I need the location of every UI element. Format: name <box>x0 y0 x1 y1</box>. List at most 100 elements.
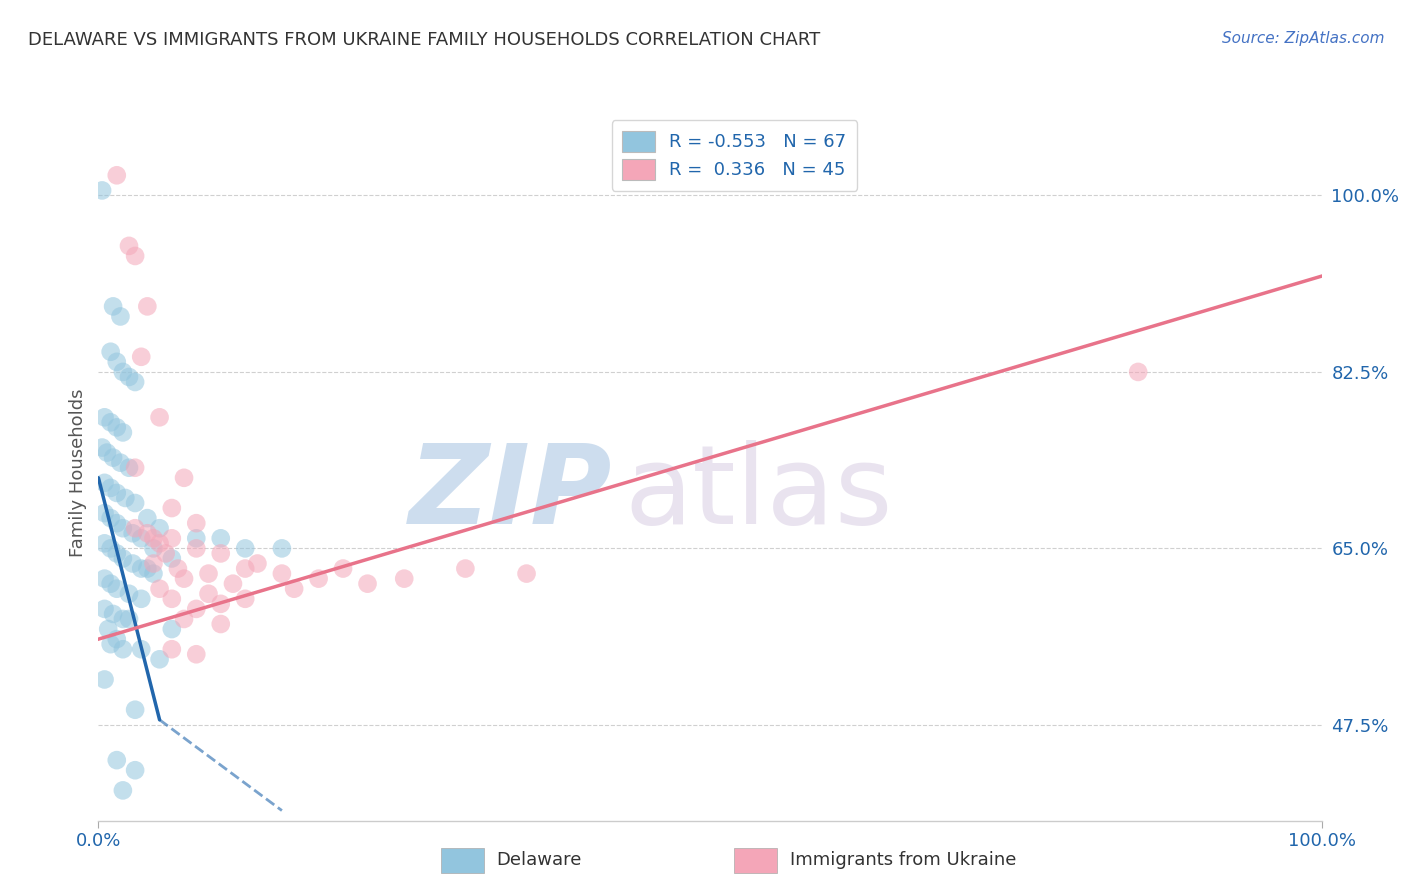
Point <box>129 561 152 575</box>
Point <box>105 169 128 183</box>
Point <box>105 355 128 369</box>
Point <box>118 612 141 626</box>
Point <box>105 753 128 767</box>
Point <box>105 582 128 596</box>
Point <box>91 183 114 197</box>
Point <box>111 612 134 626</box>
Point <box>160 551 183 566</box>
Point <box>149 582 172 596</box>
Point <box>101 299 124 313</box>
Point <box>173 572 195 586</box>
Point <box>233 561 256 575</box>
Point <box>392 572 416 586</box>
Point <box>121 557 143 571</box>
Point <box>93 475 115 490</box>
Point <box>136 526 159 541</box>
Point <box>209 546 232 560</box>
Point <box>101 450 124 465</box>
Text: Source: ZipAtlas.com: Source: ZipAtlas.com <box>1222 31 1385 46</box>
Point <box>186 602 208 616</box>
Point <box>105 516 128 531</box>
Point <box>93 673 115 687</box>
Point <box>149 410 172 425</box>
Point <box>356 576 378 591</box>
Point <box>118 239 141 253</box>
Point <box>91 441 114 455</box>
Point <box>136 299 159 313</box>
Point <box>142 541 165 556</box>
Y-axis label: Family Households: Family Households <box>69 389 87 557</box>
Point <box>209 531 232 545</box>
Point <box>160 622 183 636</box>
Point <box>111 551 134 566</box>
Point <box>197 587 219 601</box>
Bar <box>734 848 778 872</box>
Point <box>332 561 354 575</box>
Point <box>124 460 146 475</box>
Point <box>308 572 330 586</box>
Point <box>100 541 122 556</box>
Point <box>111 642 134 657</box>
Point <box>100 637 122 651</box>
Point <box>105 546 128 560</box>
Point <box>149 652 172 666</box>
Point <box>173 612 195 626</box>
Point <box>118 587 141 601</box>
Point <box>270 541 294 556</box>
Point <box>93 602 115 616</box>
Point <box>516 566 538 581</box>
Text: ZIP: ZIP <box>409 440 612 547</box>
Point <box>186 516 208 531</box>
Point <box>100 511 122 525</box>
Point <box>149 521 172 535</box>
Point <box>111 783 134 797</box>
Point <box>160 642 183 657</box>
Point <box>129 531 152 545</box>
Point <box>167 561 190 575</box>
Point <box>124 763 146 777</box>
Point <box>186 541 208 556</box>
Point <box>283 582 305 596</box>
Point <box>110 310 132 324</box>
Point <box>124 703 146 717</box>
Point <box>101 607 124 621</box>
Point <box>124 496 146 510</box>
Point <box>111 521 134 535</box>
Point <box>129 350 152 364</box>
Point <box>100 415 122 429</box>
Point <box>96 445 118 459</box>
Point <box>155 546 177 560</box>
Point <box>233 541 256 556</box>
Point <box>105 420 128 434</box>
Point <box>270 566 294 581</box>
Point <box>454 561 477 575</box>
Point <box>173 471 195 485</box>
Point <box>142 531 165 545</box>
Point <box>1128 365 1150 379</box>
Point <box>160 531 183 545</box>
Point <box>93 572 115 586</box>
Point <box>93 410 115 425</box>
Point <box>246 557 269 571</box>
Point <box>233 591 256 606</box>
Point <box>209 617 232 632</box>
Point <box>142 557 165 571</box>
Point <box>209 597 232 611</box>
Point <box>136 511 159 525</box>
Point <box>100 344 122 359</box>
Point <box>100 576 122 591</box>
Point <box>124 375 146 389</box>
Point <box>160 591 183 606</box>
Point <box>121 526 143 541</box>
Bar <box>441 848 484 872</box>
Point <box>93 536 115 550</box>
Text: Delaware: Delaware <box>496 851 581 870</box>
Point <box>129 591 152 606</box>
Point <box>111 425 134 440</box>
Point <box>124 249 146 263</box>
Point <box>160 501 183 516</box>
Point <box>100 481 122 495</box>
Text: DELAWARE VS IMMIGRANTS FROM UKRAINE FAMILY HOUSEHOLDS CORRELATION CHART: DELAWARE VS IMMIGRANTS FROM UKRAINE FAMI… <box>28 31 820 49</box>
Point <box>111 365 134 379</box>
Point <box>186 531 208 545</box>
